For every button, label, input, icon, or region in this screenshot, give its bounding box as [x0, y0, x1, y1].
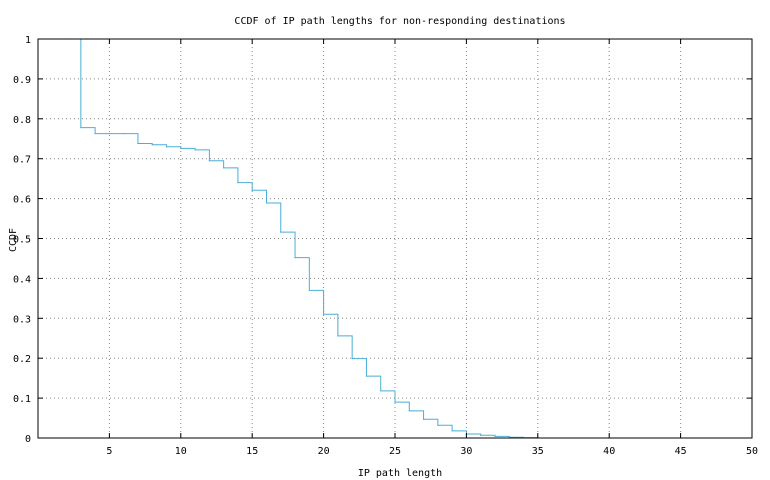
data-point — [308, 289, 310, 291]
y-tick-label: 0.6 — [13, 195, 31, 206]
y-tick-label: 0.3 — [13, 314, 31, 325]
x-tick-label: 20 — [318, 446, 330, 457]
x-axis-title: IP path length — [358, 468, 442, 479]
y-tick-label: 0.8 — [13, 115, 31, 126]
data-point — [323, 313, 325, 315]
data-point — [480, 434, 482, 436]
data-point — [151, 144, 153, 146]
y-tick-label: 1 — [25, 35, 31, 46]
data-point — [223, 167, 225, 169]
data-point — [351, 357, 353, 360]
data-point — [280, 231, 282, 233]
data-point — [137, 142, 139, 145]
ticks — [38, 38, 753, 439]
data-point — [422, 418, 425, 420]
x-tick-label: 50 — [746, 446, 758, 457]
x-tick-label: 10 — [175, 446, 187, 457]
y-tick-label: 0.7 — [13, 155, 31, 166]
x-tick-label: 30 — [460, 446, 472, 457]
data-point — [108, 132, 110, 135]
data-point — [237, 182, 239, 184]
data-point — [294, 257, 296, 259]
data-point — [180, 147, 182, 149]
data-point — [208, 160, 210, 162]
data-point — [437, 424, 439, 426]
data-point — [165, 146, 168, 148]
x-tick-label: 45 — [675, 446, 687, 457]
x-tick-label: 35 — [532, 446, 544, 457]
y-tick-label: 0.4 — [13, 274, 31, 285]
y-tick-label: 0.9 — [13, 75, 31, 86]
x-tick-label: 40 — [603, 446, 615, 457]
y-tick-label: 0.5 — [13, 235, 31, 246]
data-point — [251, 189, 253, 191]
x-tick-label: 15 — [246, 446, 258, 457]
data-point — [94, 132, 96, 135]
data-point — [494, 435, 496, 438]
data-point — [265, 202, 268, 204]
data-point — [80, 126, 82, 129]
data-point — [408, 410, 410, 412]
chart-title: CCDF of IP path lengths for non-respondi… — [234, 16, 565, 27]
y-axis-title: CCDF — [8, 228, 19, 252]
tick-labels: 5 10 15 20 25 30 35 40 45 50 0 0.1 0.2 0.3 0.4 0.5 0.6 0.… — [13, 35, 758, 457]
y-tick-label: 0.2 — [13, 354, 31, 365]
data-point — [123, 132, 125, 135]
y-tick-label: 0 — [25, 434, 31, 445]
y-tick-label: 0.1 — [13, 394, 31, 405]
data-point — [380, 390, 382, 392]
data-point — [451, 430, 453, 432]
x-tick-label: 5 — [106, 446, 112, 457]
data-point — [194, 149, 196, 151]
data-point — [365, 375, 368, 377]
data-point — [337, 335, 339, 337]
data-point — [394, 401, 396, 403]
x-tick-label: 25 — [389, 446, 401, 457]
